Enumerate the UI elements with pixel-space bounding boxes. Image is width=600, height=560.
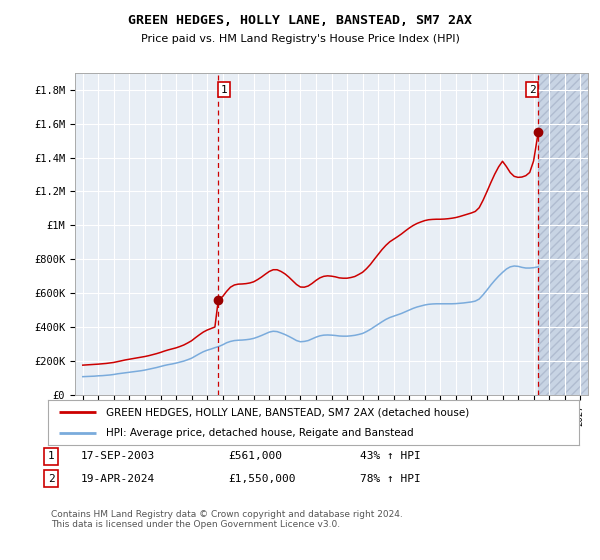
- Text: 2: 2: [529, 85, 536, 95]
- Text: 43% ↑ HPI: 43% ↑ HPI: [360, 451, 421, 461]
- Text: HPI: Average price, detached house, Reigate and Banstead: HPI: Average price, detached house, Reig…: [106, 428, 414, 438]
- Text: Price paid vs. HM Land Registry's House Price Index (HPI): Price paid vs. HM Land Registry's House …: [140, 34, 460, 44]
- Text: 19-APR-2024: 19-APR-2024: [81, 474, 155, 484]
- Text: £561,000: £561,000: [228, 451, 282, 461]
- Text: 1: 1: [47, 451, 55, 461]
- Text: GREEN HEDGES, HOLLY LANE, BANSTEAD, SM7 2AX (detached house): GREEN HEDGES, HOLLY LANE, BANSTEAD, SM7 …: [106, 408, 470, 418]
- Text: 78% ↑ HPI: 78% ↑ HPI: [360, 474, 421, 484]
- Text: 2: 2: [47, 474, 55, 484]
- Text: 17-SEP-2003: 17-SEP-2003: [81, 451, 155, 461]
- Bar: [538, 73, 588, 395]
- Text: GREEN HEDGES, HOLLY LANE, BANSTEAD, SM7 2AX: GREEN HEDGES, HOLLY LANE, BANSTEAD, SM7 …: [128, 14, 472, 27]
- Text: 1: 1: [221, 85, 227, 95]
- Text: Contains HM Land Registry data © Crown copyright and database right 2024.
This d: Contains HM Land Registry data © Crown c…: [51, 510, 403, 529]
- Text: £1,550,000: £1,550,000: [228, 474, 296, 484]
